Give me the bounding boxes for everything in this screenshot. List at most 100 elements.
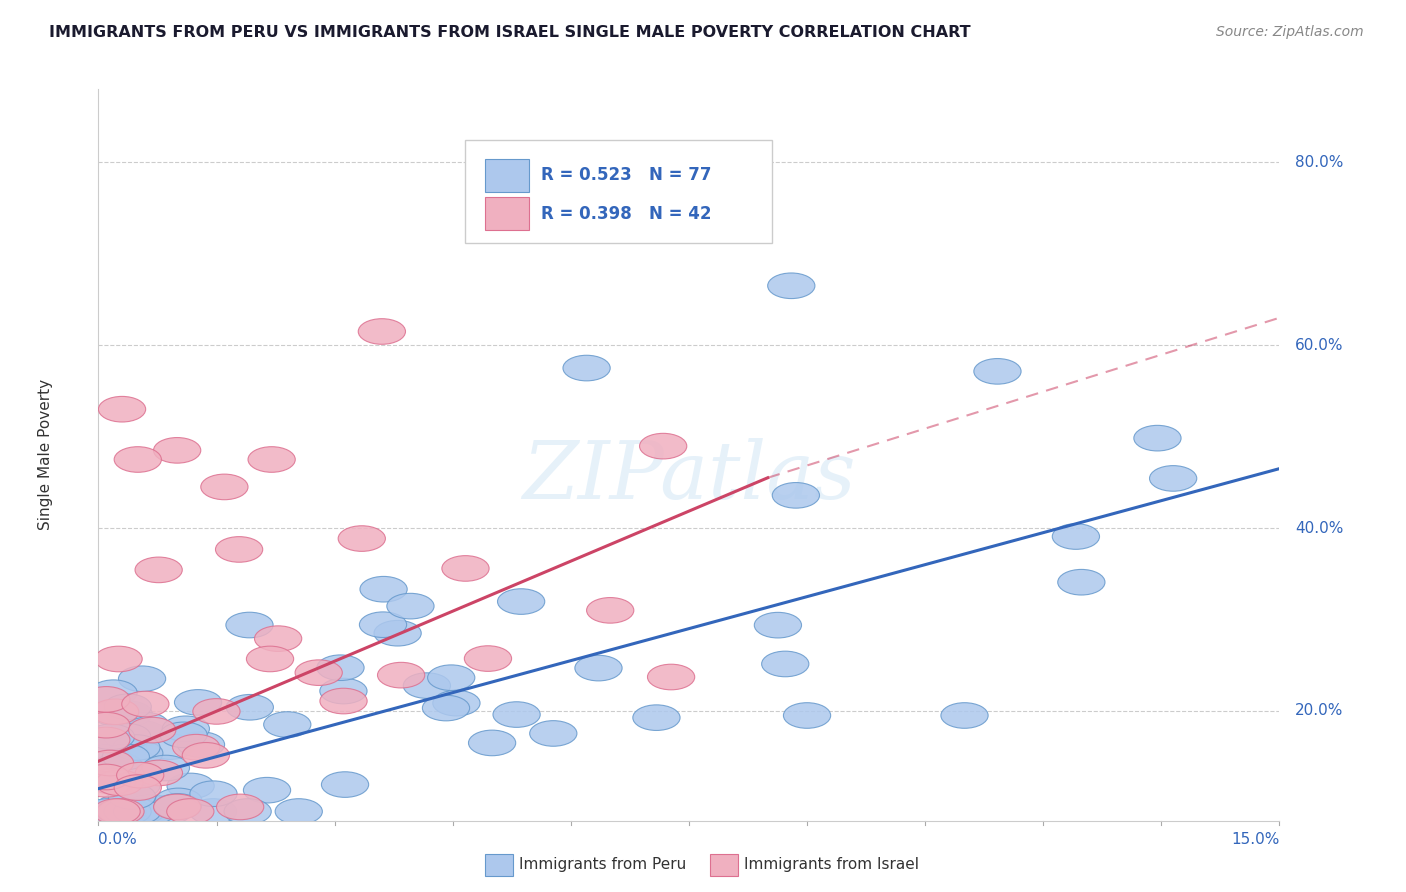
Ellipse shape: [360, 612, 406, 638]
Ellipse shape: [114, 798, 160, 824]
Ellipse shape: [160, 722, 207, 747]
Text: Immigrants from Peru: Immigrants from Peru: [519, 857, 686, 871]
Ellipse shape: [441, 556, 489, 582]
Ellipse shape: [97, 798, 143, 824]
Ellipse shape: [575, 656, 621, 681]
Ellipse shape: [128, 798, 176, 824]
FancyBboxPatch shape: [485, 197, 530, 230]
Ellipse shape: [153, 794, 201, 820]
Ellipse shape: [1133, 425, 1181, 451]
Ellipse shape: [173, 734, 219, 760]
Text: ZIPatlas: ZIPatlas: [522, 438, 856, 516]
Ellipse shape: [118, 721, 166, 747]
Text: Source: ZipAtlas.com: Source: ZipAtlas.com: [1216, 25, 1364, 39]
Ellipse shape: [941, 703, 988, 728]
Ellipse shape: [377, 663, 425, 688]
Ellipse shape: [468, 731, 516, 756]
Ellipse shape: [118, 666, 166, 691]
Ellipse shape: [295, 660, 342, 685]
Ellipse shape: [114, 447, 162, 472]
Ellipse shape: [1057, 569, 1105, 595]
Ellipse shape: [374, 621, 422, 646]
Ellipse shape: [145, 798, 191, 824]
Ellipse shape: [162, 716, 209, 741]
Ellipse shape: [359, 318, 405, 344]
Ellipse shape: [633, 705, 681, 731]
Ellipse shape: [360, 576, 408, 602]
Ellipse shape: [112, 773, 160, 798]
Ellipse shape: [762, 651, 808, 677]
Ellipse shape: [190, 780, 238, 806]
Ellipse shape: [83, 687, 129, 712]
Ellipse shape: [91, 699, 139, 724]
Ellipse shape: [98, 798, 146, 824]
Ellipse shape: [322, 772, 368, 797]
Ellipse shape: [103, 744, 149, 770]
Ellipse shape: [768, 273, 815, 299]
Ellipse shape: [193, 698, 240, 724]
Ellipse shape: [104, 694, 152, 720]
Ellipse shape: [640, 434, 686, 459]
Ellipse shape: [83, 735, 129, 761]
Ellipse shape: [190, 798, 236, 824]
Ellipse shape: [530, 721, 576, 747]
Text: Immigrants from Israel: Immigrants from Israel: [744, 857, 918, 871]
Ellipse shape: [174, 690, 222, 715]
Text: 0.0%: 0.0%: [98, 831, 138, 847]
Ellipse shape: [87, 724, 135, 749]
Ellipse shape: [105, 701, 152, 727]
Ellipse shape: [125, 795, 172, 821]
Ellipse shape: [96, 794, 143, 820]
Ellipse shape: [1150, 466, 1197, 491]
Ellipse shape: [226, 695, 273, 720]
Ellipse shape: [91, 700, 139, 726]
Ellipse shape: [319, 678, 367, 704]
Text: Single Male Poverty: Single Male Poverty: [38, 379, 53, 531]
FancyBboxPatch shape: [464, 140, 772, 243]
Ellipse shape: [83, 727, 129, 753]
Text: R = 0.523   N = 77: R = 0.523 N = 77: [541, 166, 711, 184]
Ellipse shape: [146, 734, 194, 759]
Ellipse shape: [783, 703, 831, 728]
Ellipse shape: [83, 713, 129, 738]
Ellipse shape: [215, 537, 263, 562]
Ellipse shape: [114, 798, 162, 824]
Ellipse shape: [153, 438, 201, 463]
Ellipse shape: [167, 773, 214, 798]
Ellipse shape: [115, 740, 163, 766]
Ellipse shape: [201, 475, 247, 500]
Ellipse shape: [155, 794, 201, 819]
Ellipse shape: [276, 798, 322, 824]
Ellipse shape: [264, 712, 311, 738]
Ellipse shape: [96, 770, 143, 796]
Ellipse shape: [135, 760, 183, 786]
Ellipse shape: [132, 796, 180, 821]
Ellipse shape: [83, 745, 129, 770]
Ellipse shape: [1052, 524, 1099, 549]
Ellipse shape: [974, 359, 1021, 384]
Text: 80.0%: 80.0%: [1295, 155, 1344, 169]
Ellipse shape: [648, 665, 695, 690]
Ellipse shape: [494, 702, 540, 727]
Ellipse shape: [86, 750, 134, 776]
Ellipse shape: [246, 646, 294, 672]
Ellipse shape: [96, 753, 142, 779]
Ellipse shape: [498, 589, 544, 615]
Ellipse shape: [94, 798, 142, 824]
Ellipse shape: [155, 789, 202, 814]
Ellipse shape: [247, 447, 295, 472]
Ellipse shape: [316, 655, 364, 681]
Ellipse shape: [167, 798, 214, 824]
Ellipse shape: [217, 794, 264, 820]
Ellipse shape: [387, 593, 434, 619]
Ellipse shape: [339, 525, 385, 551]
Ellipse shape: [117, 798, 165, 824]
Ellipse shape: [114, 775, 162, 800]
Ellipse shape: [104, 723, 150, 749]
Ellipse shape: [108, 784, 156, 809]
Ellipse shape: [224, 798, 271, 824]
Ellipse shape: [422, 695, 470, 721]
Ellipse shape: [83, 772, 129, 797]
Ellipse shape: [90, 680, 138, 706]
Ellipse shape: [586, 598, 634, 624]
